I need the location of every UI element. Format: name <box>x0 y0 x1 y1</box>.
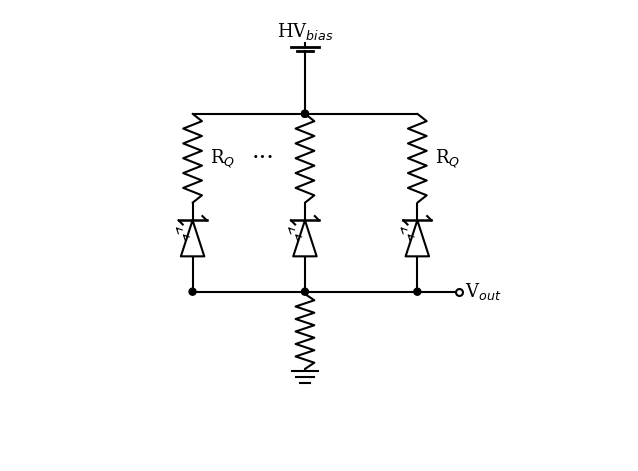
Text: R$_Q$: R$_Q$ <box>435 147 460 170</box>
Text: R$_Q$: R$_Q$ <box>211 147 235 170</box>
Circle shape <box>301 288 308 295</box>
Text: ...: ... <box>251 140 274 162</box>
Circle shape <box>189 288 196 295</box>
Circle shape <box>414 288 421 295</box>
Circle shape <box>301 110 308 117</box>
Text: V$_{out}$: V$_{out}$ <box>465 281 501 302</box>
Text: HV$_{bias}$: HV$_{bias}$ <box>277 21 333 42</box>
Circle shape <box>301 110 308 117</box>
